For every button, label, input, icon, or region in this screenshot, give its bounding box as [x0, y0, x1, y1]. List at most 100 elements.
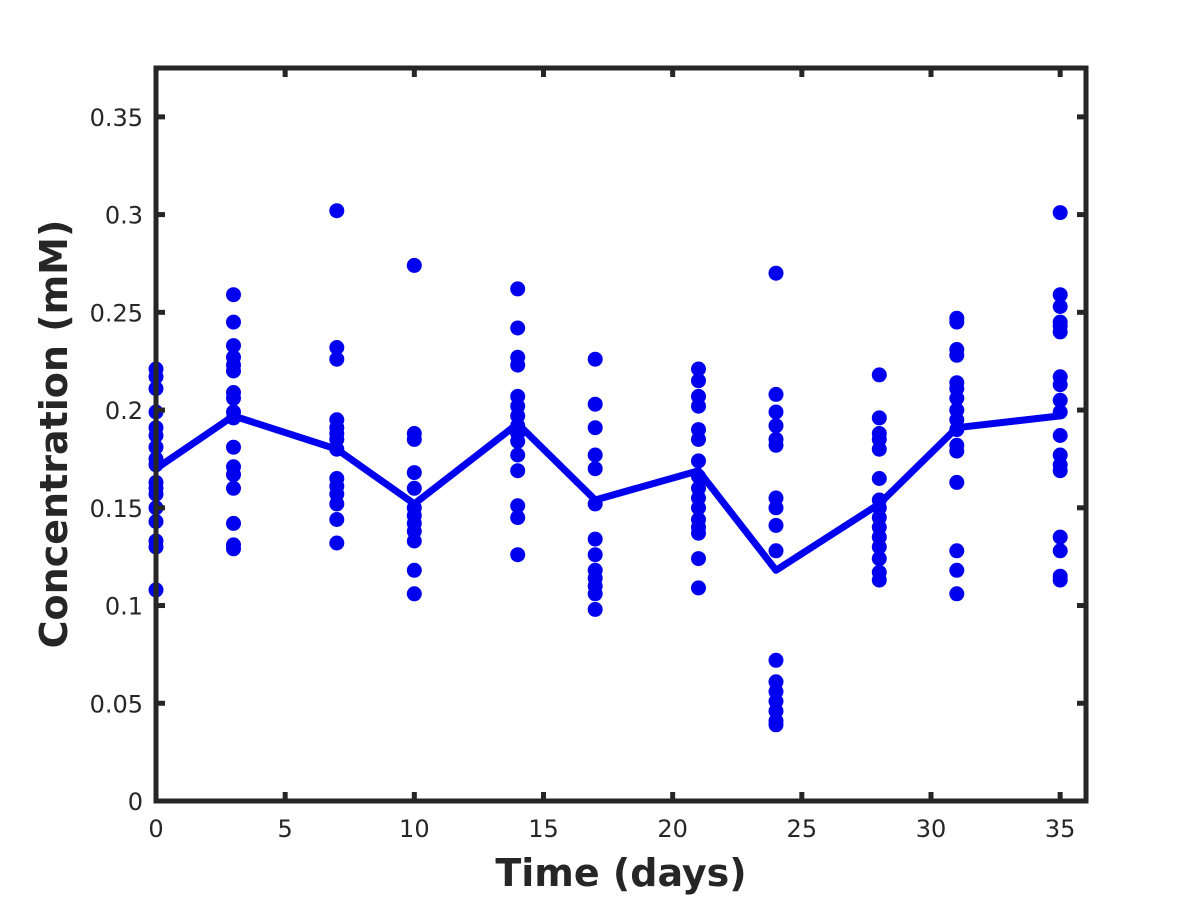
x-tick-label: 15 [528, 815, 559, 843]
y-tick-label: 0.15 [90, 495, 143, 523]
y-tick-label: 0.1 [105, 593, 143, 621]
data-point [510, 357, 526, 373]
data-point [510, 320, 526, 336]
data-point [587, 447, 603, 463]
data-point [329, 441, 345, 457]
data-point [226, 287, 241, 303]
data-point [1052, 377, 1068, 393]
data-point [226, 338, 241, 354]
data-point [226, 314, 241, 330]
x-tick-label: 5 [278, 815, 293, 843]
data-point [871, 471, 887, 486]
data-point [510, 498, 526, 514]
data-point [406, 257, 422, 273]
data-point [406, 480, 422, 496]
data-point [1052, 287, 1068, 303]
data-point [406, 431, 422, 447]
x-tick-label: 20 [657, 815, 688, 843]
data-point [768, 386, 784, 402]
data-point [768, 265, 784, 281]
data-point [768, 500, 784, 516]
data-point [510, 547, 526, 563]
y-tick-label: 0.3 [105, 202, 143, 230]
data-point [587, 531, 603, 547]
data-point [226, 467, 241, 483]
y-tick-label: 0 [128, 788, 143, 816]
data-point [768, 717, 784, 733]
y-tick-label: 0.05 [90, 690, 143, 718]
data-point [1052, 205, 1068, 221]
data-point [406, 586, 422, 602]
data-point [226, 515, 241, 531]
data-point [510, 433, 526, 449]
data-point [949, 347, 965, 363]
tick-labels: 0 5 10 15 20 25 30 35 0 0.05 0.1 0.15 0.2 0.25 0.3 0.35 [90, 104, 1076, 843]
data-point [1052, 404, 1068, 420]
data-point [949, 443, 965, 459]
data-point [510, 463, 526, 479]
data-point [768, 652, 784, 668]
data-point [871, 367, 887, 383]
x-tick-label: 30 [916, 815, 947, 843]
data-point [510, 447, 526, 463]
data-point [691, 525, 706, 541]
data-point [691, 469, 706, 484]
data-point [587, 547, 603, 563]
data-point [406, 465, 422, 481]
x-tick-label: 10 [399, 815, 430, 843]
data-point [226, 410, 241, 426]
data-point [1052, 463, 1068, 479]
data-point [949, 474, 965, 490]
data-point [226, 541, 241, 557]
data-point [949, 586, 965, 602]
data-point [691, 580, 706, 596]
data-point [949, 562, 965, 578]
data-point [949, 543, 965, 559]
y-tick-label: 0.2 [105, 397, 143, 425]
data-point [406, 533, 422, 549]
y-tick-label: 0.35 [90, 104, 143, 132]
data-point [226, 439, 241, 455]
data-point [1052, 392, 1068, 408]
data-point [226, 480, 241, 496]
data-point [949, 422, 965, 438]
data-point [1052, 529, 1068, 545]
data-point [329, 535, 345, 551]
data-point [587, 351, 603, 367]
data-point [1052, 324, 1068, 340]
data-point [329, 496, 345, 512]
data-point [226, 363, 241, 379]
data-point [691, 373, 706, 389]
x-tick-label: 0 [148, 815, 163, 843]
data-point [587, 396, 603, 412]
data-point [587, 586, 603, 602]
data-point [329, 340, 345, 355]
data-point [871, 572, 887, 588]
data-point [1052, 543, 1068, 559]
data-point [510, 281, 526, 297]
data-point [329, 203, 345, 219]
data-point [587, 461, 603, 477]
data-point [691, 551, 706, 567]
data-point [871, 410, 887, 426]
data-point [949, 314, 965, 330]
x-axis-label: Time (days) [495, 851, 746, 895]
data-point [871, 441, 887, 457]
data-point [949, 390, 965, 406]
data-point [1052, 428, 1068, 443]
data-point [1052, 299, 1068, 314]
x-tick-label: 35 [1045, 815, 1076, 843]
data-point [691, 453, 706, 469]
data-point [768, 543, 784, 559]
data-point [768, 404, 784, 420]
data-point [691, 361, 706, 377]
y-axis-label: Concentration (mM) [32, 220, 76, 649]
axes-frame [153, 65, 1089, 804]
data-point [226, 390, 241, 406]
data-point [1052, 572, 1068, 588]
data-point [768, 437, 784, 453]
data-point [768, 418, 784, 434]
data-point [587, 496, 603, 512]
data-point [587, 420, 603, 436]
